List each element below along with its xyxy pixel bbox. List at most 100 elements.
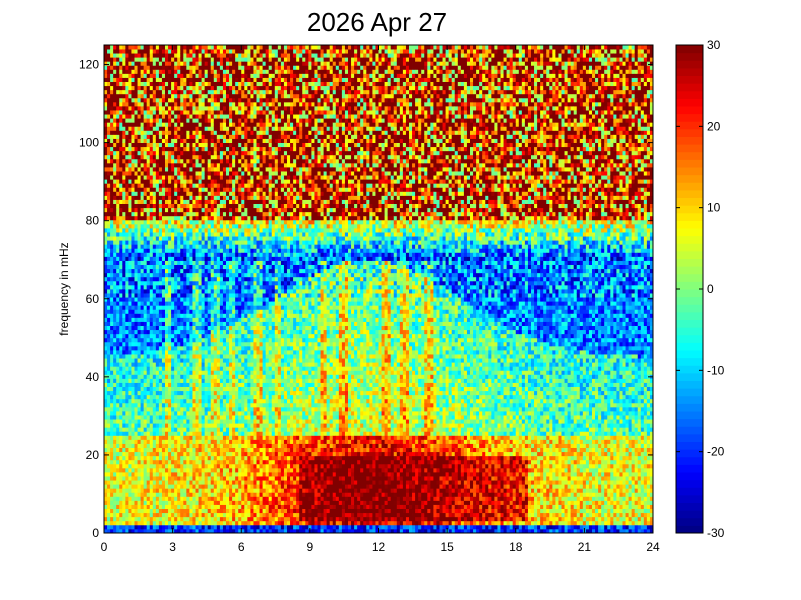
heatmap-cell bbox=[177, 313, 181, 318]
heatmap-cell bbox=[146, 122, 151, 127]
heatmap-cell bbox=[189, 219, 193, 225]
heatmap-cell bbox=[113, 488, 117, 493]
heatmap-cell bbox=[195, 329, 199, 335]
heatmap-cell bbox=[125, 512, 129, 518]
heatmap-cell bbox=[134, 93, 138, 99]
heatmap-cell bbox=[168, 386, 172, 392]
heatmap-cell bbox=[152, 134, 157, 139]
heatmap-cell bbox=[174, 158, 178, 164]
heatmap-cell bbox=[207, 406, 212, 412]
heatmap-cell bbox=[204, 447, 209, 453]
heatmap-cell bbox=[119, 45, 123, 50]
heatmap-cell bbox=[183, 362, 187, 367]
heatmap-cell bbox=[143, 451, 148, 457]
heatmap-cell bbox=[183, 472, 187, 477]
heatmap-cell bbox=[116, 451, 120, 457]
heatmap-cell bbox=[213, 309, 218, 314]
heatmap-cell bbox=[107, 110, 111, 115]
heatmap-cell bbox=[134, 106, 138, 111]
heatmap-cell bbox=[171, 284, 175, 290]
heatmap-cell bbox=[110, 65, 114, 70]
heatmap-cell bbox=[146, 49, 151, 54]
heatmap-cell bbox=[226, 187, 230, 192]
heatmap-cell bbox=[113, 150, 117, 156]
heatmap-cell bbox=[143, 427, 148, 432]
heatmap-cell bbox=[174, 97, 178, 103]
heatmap-cell bbox=[219, 374, 224, 379]
heatmap-cell bbox=[149, 49, 154, 54]
heatmap-cell bbox=[107, 49, 111, 54]
heatmap-cell bbox=[171, 187, 175, 192]
heatmap-cell bbox=[186, 390, 190, 396]
heatmap-cell bbox=[116, 134, 120, 139]
heatmap-cell bbox=[216, 207, 221, 213]
heatmap-cell bbox=[137, 211, 141, 217]
heatmap-cell bbox=[107, 423, 111, 428]
heatmap-cell bbox=[168, 366, 172, 371]
heatmap-cell bbox=[216, 252, 221, 257]
heatmap-cell bbox=[198, 167, 202, 172]
heatmap-cell bbox=[137, 142, 141, 148]
heatmap-cell bbox=[210, 435, 215, 440]
heatmap-cell bbox=[226, 390, 230, 396]
heatmap-cell bbox=[116, 89, 120, 95]
heatmap-cell bbox=[140, 179, 145, 184]
heatmap-cell bbox=[229, 240, 233, 245]
heatmap-cell bbox=[219, 358, 224, 363]
heatmap-cell bbox=[186, 358, 190, 363]
heatmap-cell bbox=[152, 211, 157, 217]
heatmap-cell bbox=[195, 390, 199, 396]
heatmap-cell bbox=[104, 276, 108, 282]
heatmap-cell bbox=[137, 199, 141, 204]
heatmap-cell bbox=[165, 508, 169, 514]
heatmap-cell bbox=[171, 366, 175, 371]
heatmap-cell bbox=[116, 146, 120, 152]
heatmap-cell bbox=[134, 167, 138, 172]
heatmap-cell bbox=[104, 394, 108, 400]
heatmap-cell bbox=[107, 264, 111, 270]
heatmap-cell bbox=[110, 268, 114, 274]
heatmap-cell bbox=[152, 358, 157, 363]
heatmap-cell bbox=[177, 280, 181, 286]
heatmap-cell bbox=[155, 280, 160, 286]
heatmap-cell bbox=[140, 431, 145, 436]
heatmap-cell bbox=[180, 402, 184, 408]
heatmap-cell bbox=[134, 146, 138, 152]
heatmap-cell bbox=[195, 167, 199, 172]
heatmap-cell bbox=[113, 219, 117, 225]
heatmap-cell bbox=[229, 354, 233, 359]
heatmap-cell bbox=[189, 382, 193, 387]
heatmap-cell bbox=[146, 362, 151, 367]
heatmap-cell bbox=[152, 528, 157, 534]
heatmap-cell bbox=[198, 73, 202, 78]
heatmap-cell bbox=[186, 207, 190, 213]
heatmap-cell bbox=[113, 85, 117, 91]
heatmap-cell bbox=[226, 516, 230, 522]
heatmap-cell bbox=[189, 272, 193, 278]
heatmap-cell bbox=[137, 219, 141, 225]
heatmap-cell bbox=[149, 61, 154, 66]
heatmap-cell bbox=[128, 333, 132, 339]
heatmap-cell bbox=[140, 301, 145, 306]
heatmap-cell bbox=[116, 236, 120, 241]
heatmap-cell bbox=[146, 167, 151, 172]
heatmap-cell bbox=[131, 480, 135, 485]
heatmap-cell bbox=[143, 382, 148, 387]
heatmap-cell bbox=[168, 73, 172, 78]
heatmap-cell bbox=[186, 142, 190, 148]
heatmap-cell bbox=[152, 476, 157, 481]
heatmap-cell bbox=[143, 358, 148, 363]
heatmap-cell bbox=[229, 276, 233, 282]
heatmap-cell bbox=[216, 337, 221, 343]
heatmap-cell bbox=[140, 158, 145, 164]
heatmap-cell bbox=[155, 447, 160, 453]
heatmap-cell bbox=[149, 382, 154, 387]
heatmap-cell bbox=[216, 406, 221, 412]
heatmap-cell bbox=[201, 317, 206, 322]
heatmap-cell bbox=[226, 106, 230, 111]
heatmap-cell bbox=[134, 179, 138, 184]
heatmap-cell bbox=[174, 49, 178, 54]
heatmap-cell bbox=[107, 73, 111, 78]
heatmap-cell bbox=[213, 191, 218, 196]
heatmap-cell bbox=[137, 455, 141, 461]
